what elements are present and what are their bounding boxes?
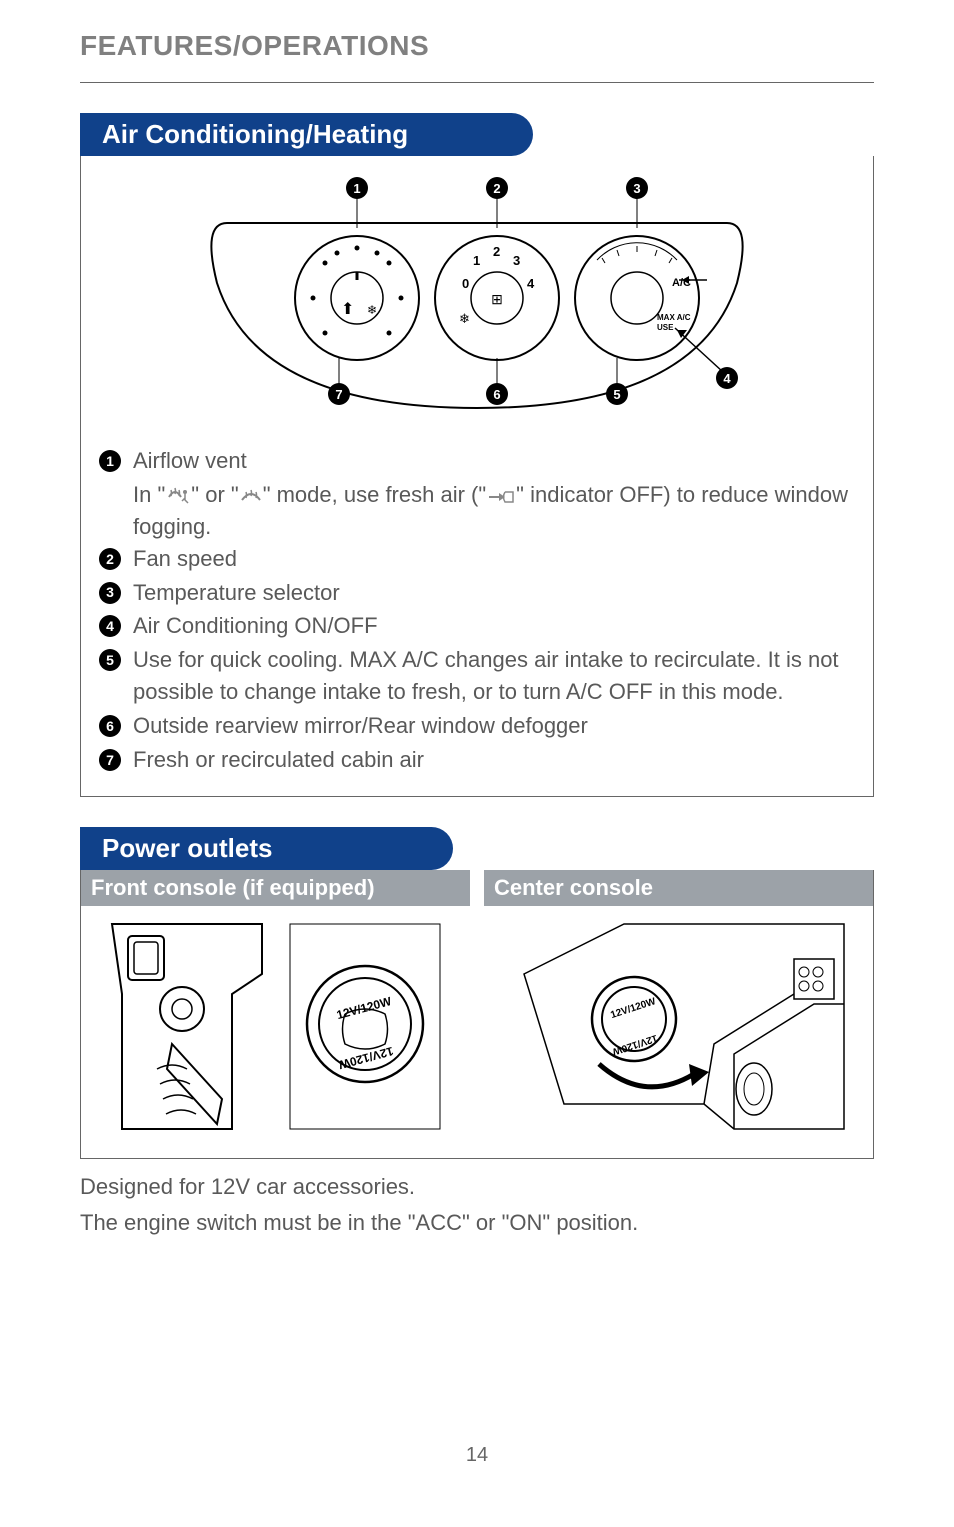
num-badge: 5 bbox=[99, 649, 121, 671]
defrost-icon bbox=[239, 486, 263, 506]
svg-text:12V/120W: 12V/120W bbox=[609, 996, 657, 1021]
num-badge: 7 bbox=[99, 749, 121, 771]
svg-text:1: 1 bbox=[353, 181, 360, 196]
front-outlet-closeup: 12V/120W 12V/120W bbox=[280, 914, 450, 1139]
col-body: 12V/120W 12V/120W bbox=[81, 906, 470, 1139]
svg-text:4: 4 bbox=[723, 371, 731, 386]
item-text: Outside rearview mirror/Rear window defo… bbox=[133, 710, 855, 742]
item-text: Air Conditioning ON/OFF bbox=[133, 610, 855, 642]
front-console-illustration bbox=[102, 914, 272, 1139]
ac-diagram: 1 2 3 ⬆ ❄ ⊞ 0 bbox=[99, 168, 855, 433]
list-item: 2 Fan speed bbox=[99, 543, 855, 575]
list-item: 5 Use for quick cooling. MAX A/C changes … bbox=[99, 644, 855, 708]
svg-text:3: 3 bbox=[513, 253, 520, 268]
svg-text:4: 4 bbox=[527, 276, 535, 291]
item-text: Fresh or recirculated cabin air bbox=[133, 744, 855, 776]
marker-2: 2 bbox=[486, 177, 508, 228]
svg-text:MAX A/C: MAX A/C bbox=[657, 313, 691, 322]
fresh-air-icon bbox=[486, 488, 516, 506]
col-header: Front console (if equipped) bbox=[81, 870, 470, 906]
svg-text:5: 5 bbox=[613, 387, 620, 402]
page-header: FEATURES/OPERATIONS bbox=[80, 30, 874, 62]
section1-title: Air Conditioning/Heating bbox=[80, 113, 533, 156]
num-badge: 3 bbox=[99, 582, 121, 604]
col-body: 12V/120W 12V/120W bbox=[484, 906, 873, 1144]
col-center-console: Center console 12V/120W 12V/120W bbox=[484, 870, 873, 1144]
list-item: 4 Air Conditioning ON/OFF bbox=[99, 610, 855, 642]
dial-temp: A/C MAX A/C USE bbox=[575, 236, 723, 372]
section1-box: 1 2 3 ⬆ ❄ ⊞ 0 bbox=[80, 156, 874, 797]
marker-6: 6 bbox=[486, 358, 508, 405]
svg-text:12V/120W: 12V/120W bbox=[336, 1044, 394, 1072]
item-text: Use for quick cooling. MAX A/C changes a… bbox=[133, 644, 855, 708]
center-console-illustration: 12V/120W 12V/120W bbox=[504, 914, 854, 1139]
footer-line-1: Designed for 12V car accessories. bbox=[80, 1171, 874, 1203]
svg-text:USE: USE bbox=[657, 323, 674, 332]
marker-3: 3 bbox=[626, 177, 648, 228]
svg-text:2: 2 bbox=[493, 181, 500, 196]
page-number: 14 bbox=[0, 1444, 954, 1467]
list-item: 6 Outside rearview mirror/Rear window def… bbox=[99, 710, 855, 742]
svg-text:⬆: ⬆ bbox=[341, 301, 354, 318]
list-item: 3 Temperature selector bbox=[99, 577, 855, 609]
svg-text:❄: ❄ bbox=[459, 311, 470, 326]
marker-1: 1 bbox=[346, 177, 368, 228]
item-text: Temperature selector bbox=[133, 577, 855, 609]
dial-airflow: ⬆ ❄ bbox=[295, 236, 419, 360]
svg-text:❄: ❄ bbox=[367, 303, 377, 317]
svg-text:12V/120W: 12V/120W bbox=[610, 1032, 658, 1057]
dial-fan: ⊞ 0 1 2 3 4 ❄ bbox=[435, 236, 559, 360]
num-badge: 6 bbox=[99, 715, 121, 737]
num-badge: 2 bbox=[99, 548, 121, 570]
svg-text:6: 6 bbox=[493, 387, 500, 402]
svg-text:⊞: ⊞ bbox=[491, 291, 503, 307]
item-sub: In "" or "" mode, use fresh air ("" indi… bbox=[133, 479, 855, 543]
item-text: Fan speed bbox=[133, 543, 855, 575]
col-front-console: Front console (if equipped) 12V/120W bbox=[81, 870, 470, 1144]
section2-box: Front console (if equipped) 12V/120W bbox=[80, 870, 874, 1159]
num-badge: 1 bbox=[99, 450, 121, 472]
footer-line-2: The engine switch must be in the "ACC" o… bbox=[80, 1207, 874, 1239]
ac-item-list: 1 Airflow vent In "" or "" mode, use fre… bbox=[99, 445, 855, 776]
marker-5: 5 bbox=[606, 358, 628, 405]
svg-text:2: 2 bbox=[493, 244, 500, 259]
svg-text:0: 0 bbox=[462, 276, 469, 291]
header-rule bbox=[80, 82, 874, 83]
section2-title: Power outlets bbox=[80, 827, 453, 870]
defrost-feet-icon bbox=[165, 484, 191, 506]
marker-7: 7 bbox=[328, 358, 350, 405]
svg-text:7: 7 bbox=[335, 387, 342, 402]
svg-text:3: 3 bbox=[633, 181, 640, 196]
col-header: Center console bbox=[484, 870, 873, 906]
list-item: 7 Fresh or recirculated cabin air bbox=[99, 744, 855, 776]
marker-4: 4 bbox=[716, 367, 738, 389]
num-badge: 4 bbox=[99, 615, 121, 637]
svg-text:1: 1 bbox=[473, 253, 480, 268]
item-text: Airflow vent bbox=[133, 445, 855, 477]
list-item: 1 Airflow vent bbox=[99, 445, 855, 477]
